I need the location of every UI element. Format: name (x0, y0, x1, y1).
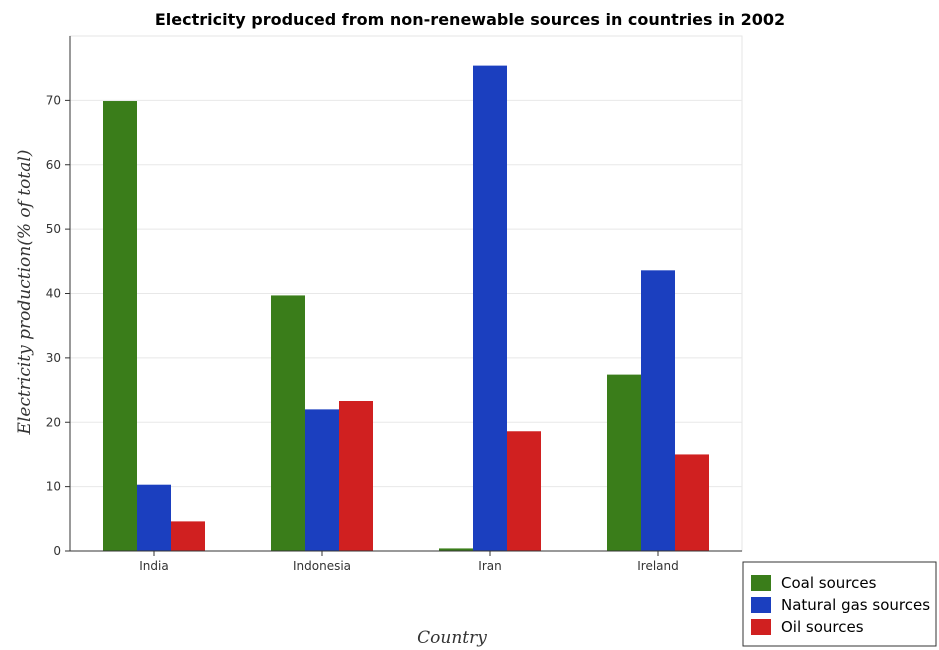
legend-box (742, 561, 937, 647)
x-tick-label: Ireland (637, 559, 679, 573)
bar-coal-sources-indonesia (271, 295, 305, 551)
bar-oil-sources-iran (507, 431, 541, 551)
legend-label: Natural gas sources (781, 596, 930, 614)
bar-oil-sources-india (171, 521, 205, 551)
bar-coal-sources-india (103, 101, 137, 552)
legend-swatch (751, 619, 771, 635)
y-tick-label: 0 (53, 544, 61, 558)
bar-natural-gas-sources-indonesia (305, 409, 339, 551)
legend-label: Coal sources (781, 574, 877, 592)
legend-swatch (751, 575, 771, 591)
legend: Coal sources Natural gas sources Oil sourc… (742, 561, 937, 647)
bar-natural-gas-sources-iran (473, 65, 507, 552)
x-axis-label: Country (417, 628, 487, 648)
x-axis-ticks: India Indonesia Iran Ireland (139, 551, 679, 573)
y-tick-label: 50 (46, 222, 61, 236)
y-tick-label: 60 (46, 158, 61, 172)
y-axis-ticks: 0 10 20 30 40 50 60 70 (46, 36, 742, 558)
bar-coal-sources-ireland (607, 374, 641, 551)
x-tick-label: India (139, 559, 168, 573)
bar-natural-gas-sources-ireland (641, 270, 675, 551)
y-tick-label: 30 (46, 351, 61, 365)
bar-oil-sources-ireland (675, 454, 709, 551)
legend-label: Oil sources (781, 618, 864, 636)
y-axis-label: Electricity production(% of total) (15, 150, 35, 436)
y-tick-label: 40 (46, 287, 61, 301)
chart-title: Electricity produced from non-renewable … (155, 10, 785, 29)
bar-oil-sources-indonesia (339, 401, 373, 551)
legend-swatch (751, 597, 771, 613)
bar-natural-gas-sources-india (137, 484, 171, 551)
x-tick-label: Indonesia (293, 559, 351, 573)
y-tick-label: 70 (46, 93, 61, 107)
bar-coal-sources-iran (439, 548, 473, 551)
x-tick-label: Iran (478, 559, 501, 573)
y-tick-label: 20 (46, 415, 61, 429)
bars-group (103, 65, 709, 552)
y-tick-label: 10 (46, 480, 61, 494)
